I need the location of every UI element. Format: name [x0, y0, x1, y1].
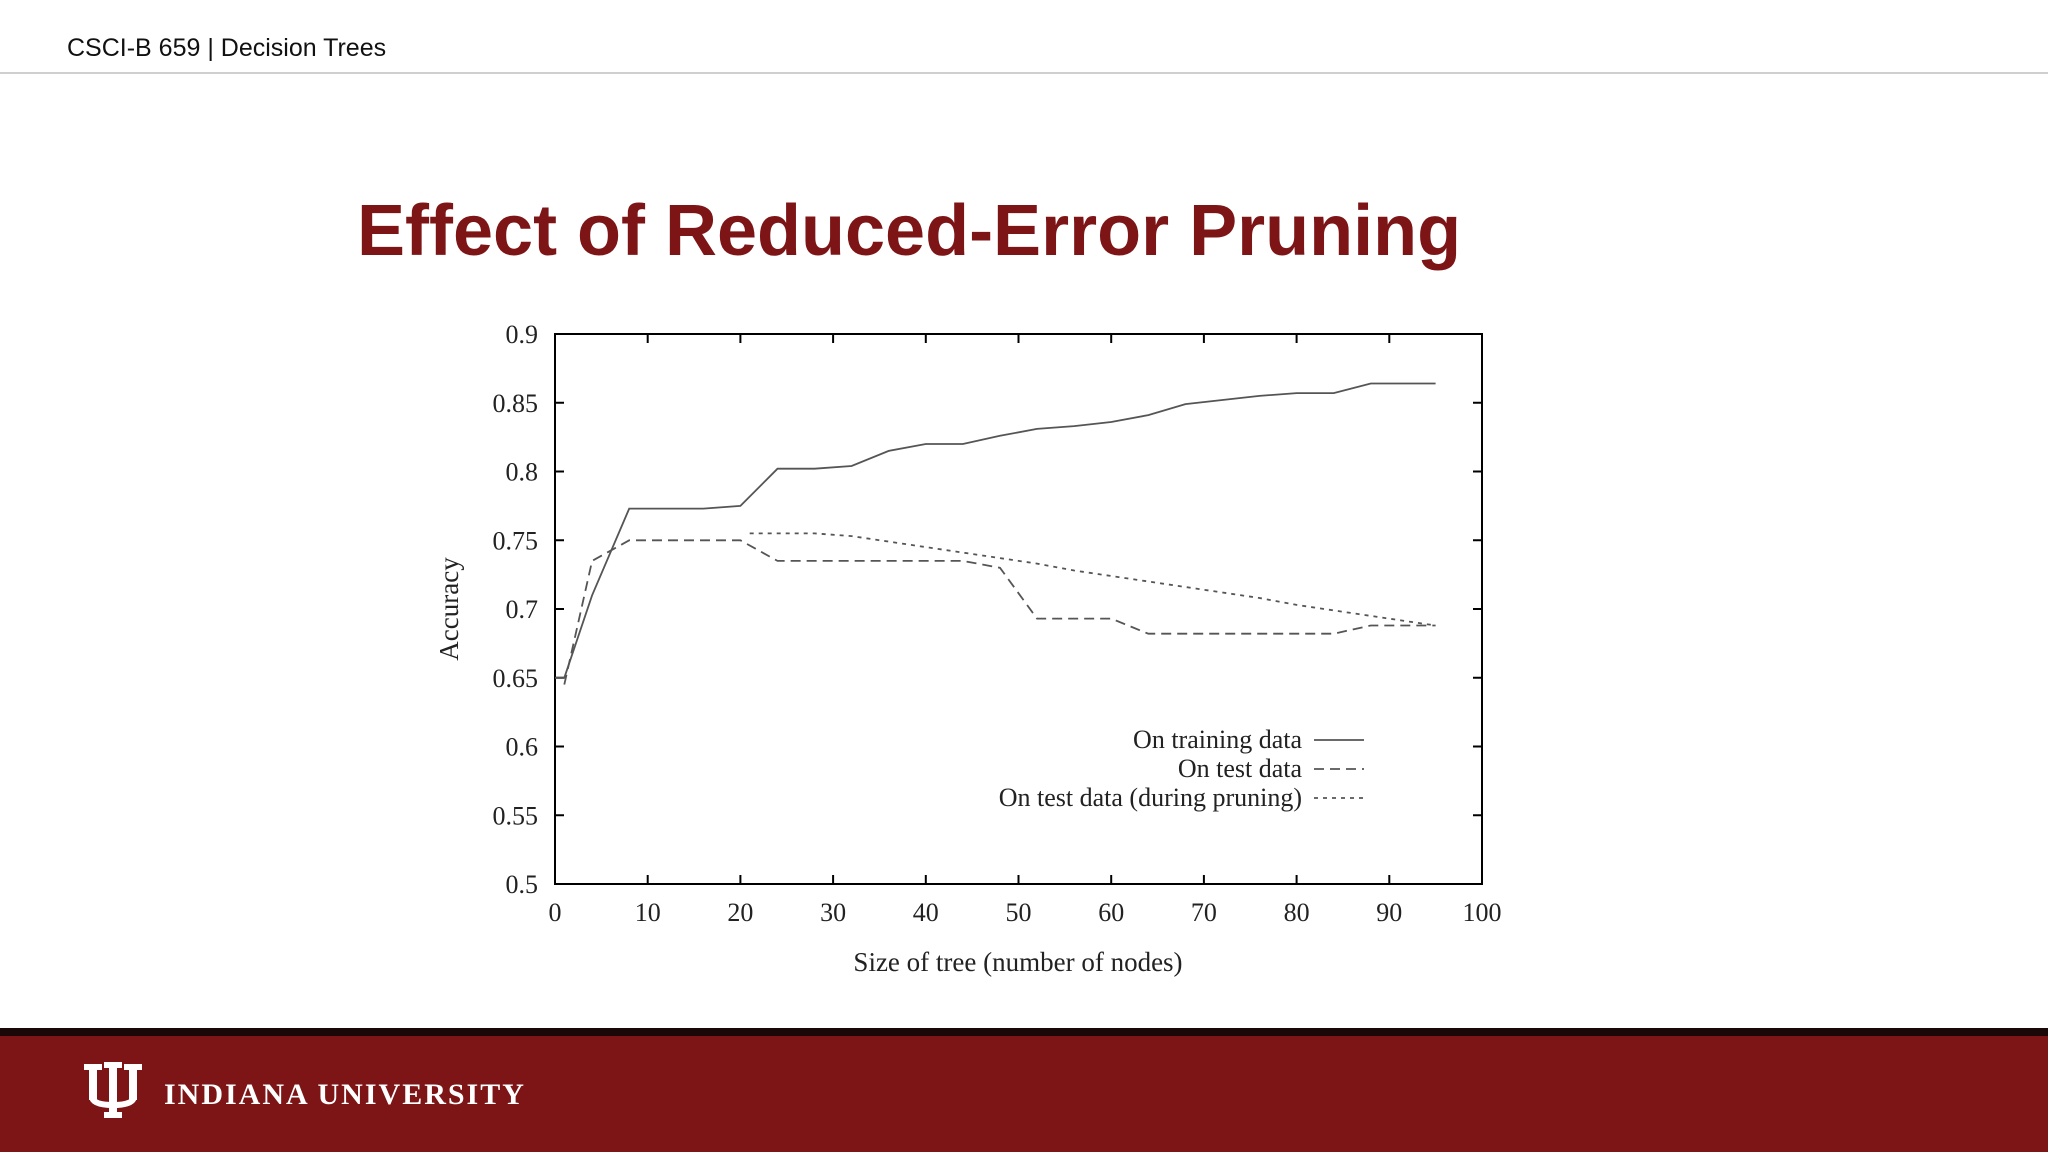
y-tick-label: 0.6 — [506, 733, 539, 762]
y-tick-label: 0.75 — [493, 526, 539, 555]
legend-label: On test data (during pruning) — [999, 783, 1302, 812]
series-line-solid — [555, 382, 1436, 679]
tick-labels: 0 10 20 30 40 50 60 70 80 90 100 0.5 0.55 0.6 0.65 0.7 0… — [493, 320, 1502, 927]
y-tick-label: 0.8 — [506, 458, 539, 487]
slide-title: Effect of Reduced-Error Pruning — [357, 191, 1462, 271]
series-lines — [555, 382, 1436, 685]
y-tick-label: 0.9 — [506, 320, 539, 349]
x-tick-label: 100 — [1463, 898, 1502, 927]
accuracy-chart: 0 10 20 30 40 50 60 70 80 90 100 0.5 0.55 0.6 0.65 0.7 0… — [434, 320, 1502, 977]
y-tick-label: 0.5 — [506, 870, 539, 899]
x-tick-label: 20 — [727, 898, 753, 927]
footer: INDIANA UNIVERSITY — [0, 1036, 2048, 1152]
legend-label: On training data — [1133, 725, 1302, 754]
x-tick-label: 30 — [820, 898, 846, 927]
y-tick-label: 0.55 — [493, 801, 539, 830]
y-tick-label: 0.85 — [493, 389, 539, 418]
university-name: INDIANA UNIVERSITY — [164, 1078, 526, 1111]
x-axis-label: Size of tree (number of nodes) — [853, 947, 1182, 977]
slide-header: CSCI-B 659 | Decision Trees — [0, 0, 2048, 74]
footer-divider — [0, 1028, 2048, 1036]
series-line-dashed — [563, 539, 1436, 685]
breadcrumb: CSCI-B 659 | Decision Trees — [67, 34, 387, 62]
x-tick-label: 40 — [913, 898, 939, 927]
x-tick-label: 90 — [1376, 898, 1402, 927]
x-tick-label: 80 — [1284, 898, 1310, 927]
x-tick-label: 0 — [549, 898, 562, 927]
series-line-dotted — [749, 532, 1436, 627]
y-axis-label: Accuracy — [434, 557, 464, 661]
y-tick-label: 0.65 — [493, 664, 539, 693]
axis-ticks — [554, 333, 1483, 885]
y-tick-label: 0.7 — [506, 595, 539, 624]
legend-label: On test data — [1178, 754, 1303, 783]
x-tick-label: 10 — [635, 898, 661, 927]
x-tick-label: 70 — [1191, 898, 1217, 927]
x-tick-label: 50 — [1006, 898, 1032, 927]
x-tick-label: 60 — [1098, 898, 1124, 927]
iu-trident-icon — [84, 1062, 142, 1118]
